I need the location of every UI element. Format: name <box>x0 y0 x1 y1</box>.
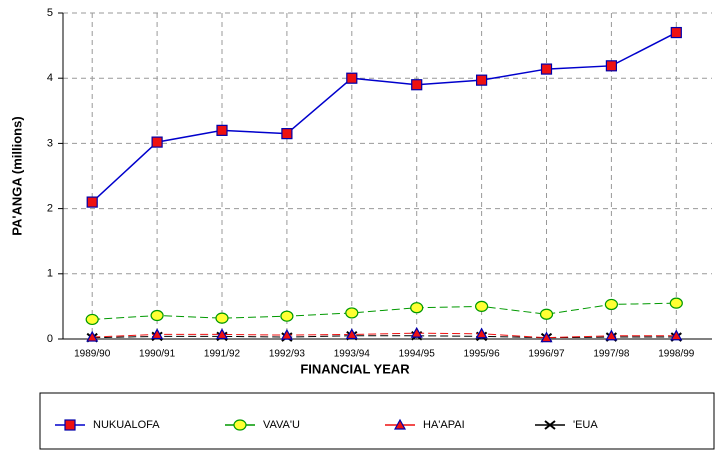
data-point <box>604 298 619 311</box>
data-point <box>280 310 294 322</box>
x-tick-label: 1990/91 <box>139 349 176 360</box>
data-point <box>280 328 293 340</box>
data-point <box>476 74 488 86</box>
data-point <box>216 124 228 136</box>
x-tick-label: 1995/96 <box>464 349 501 360</box>
data-point <box>540 63 553 75</box>
x-axis-label: FINANCIAL YEAR <box>300 361 410 376</box>
data-point <box>539 308 554 320</box>
legend-label: 'EUA <box>573 419 598 431</box>
x-tick-label: 1998/99 <box>658 349 695 360</box>
data-point <box>150 309 164 322</box>
y-tick-label: 4 <box>47 72 53 84</box>
legend-label: NUKUALOFA <box>93 419 160 431</box>
data-point <box>670 26 682 39</box>
data-point <box>86 330 99 342</box>
data-point <box>605 329 618 341</box>
data-point <box>215 312 229 324</box>
y-axis-label: PA'ANGA (millions) <box>9 116 24 235</box>
data-point <box>410 302 424 314</box>
x-tick-label: 1993/94 <box>334 349 371 360</box>
series-line <box>92 335 677 339</box>
legend-label: HA'APAI <box>423 419 465 431</box>
data-point <box>410 326 423 338</box>
legend-marker <box>233 419 247 431</box>
x-tick-label: 1991/92 <box>204 349 241 360</box>
data-point <box>540 331 553 343</box>
x-tick-label: 1992/93 <box>269 349 306 360</box>
data-point <box>346 72 358 84</box>
series-line <box>92 332 677 339</box>
x-tick-label: 1994/95 <box>399 349 436 360</box>
y-tick-label: 0 <box>47 333 53 345</box>
data-point <box>475 327 488 339</box>
series-line <box>92 302 677 320</box>
y-tick-label: 1 <box>47 268 53 280</box>
legend-label: VAVA'U <box>263 419 300 431</box>
y-tick-label: 3 <box>47 137 53 149</box>
x-tick-label: 1996/97 <box>528 349 565 360</box>
data-point <box>215 328 229 340</box>
legend-box <box>39 392 715 450</box>
legend-marker <box>64 419 76 431</box>
data-point <box>151 136 163 148</box>
data-point <box>345 328 358 340</box>
x-tick-label: 1989/90 <box>74 349 111 360</box>
data-point <box>670 329 683 341</box>
data-point <box>151 328 164 340</box>
data-point <box>475 300 489 312</box>
series-line <box>91 31 677 203</box>
x-tick-label: 1997/98 <box>593 349 630 360</box>
y-tick-label: 5 <box>47 7 53 19</box>
legend-marker <box>544 420 556 430</box>
data-point <box>281 128 293 140</box>
data-point <box>86 196 98 208</box>
data-point <box>411 79 423 91</box>
data-point <box>605 60 618 72</box>
data-point <box>345 307 359 319</box>
legend-marker <box>393 418 407 430</box>
y-tick-label: 2 <box>47 203 53 215</box>
data-point <box>85 313 99 326</box>
data-point <box>669 297 683 309</box>
